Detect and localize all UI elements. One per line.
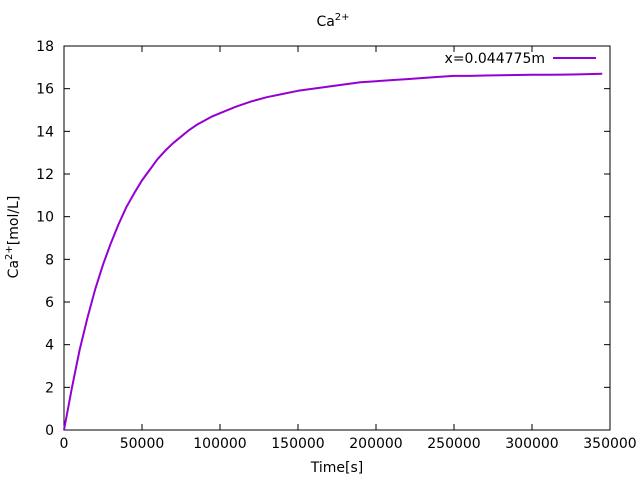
y-tick-label: 16 xyxy=(36,82,54,98)
x-tick-label: 200000 xyxy=(349,436,402,452)
x-tick-label: 50000 xyxy=(120,436,165,452)
y-tick-label: 10 xyxy=(36,210,54,226)
y-tick-label: 4 xyxy=(45,338,54,354)
y-axis: 0 2 4 6 8 10 12 14 16 18 xyxy=(36,39,610,439)
y-tick-label: 0 xyxy=(45,423,54,439)
y-tick-label: 12 xyxy=(36,167,54,183)
x-tick-label: 150000 xyxy=(271,436,324,452)
plot-frame xyxy=(63,45,611,431)
legend: x=0.044775m xyxy=(445,51,596,67)
y-tick-label: 8 xyxy=(45,252,54,268)
chart-title: Ca2+ xyxy=(316,12,349,30)
x-tick-label: 350000 xyxy=(583,436,636,452)
x-tick-label: 300000 xyxy=(505,436,558,452)
series-line xyxy=(63,72,603,431)
x-tick-label: 0 xyxy=(60,436,69,452)
y-tick-label: 6 xyxy=(45,295,54,311)
y-tick-label: 18 xyxy=(36,39,54,55)
x-axis: 0 50000 100000 150000 200000 250000 300000 3500… xyxy=(60,46,637,452)
x-tick-label: 250000 xyxy=(427,436,480,452)
legend-label: x=0.044775m xyxy=(445,51,545,67)
y-axis-label: Ca2+[mol/L] xyxy=(4,196,22,279)
x-tick-label: 100000 xyxy=(193,436,246,452)
x-axis-label: Time[s] xyxy=(310,460,363,476)
y-tick-label: 14 xyxy=(36,124,54,140)
y-tick-label: 2 xyxy=(45,380,54,396)
plot-area xyxy=(63,45,611,431)
series-layer xyxy=(63,72,603,431)
